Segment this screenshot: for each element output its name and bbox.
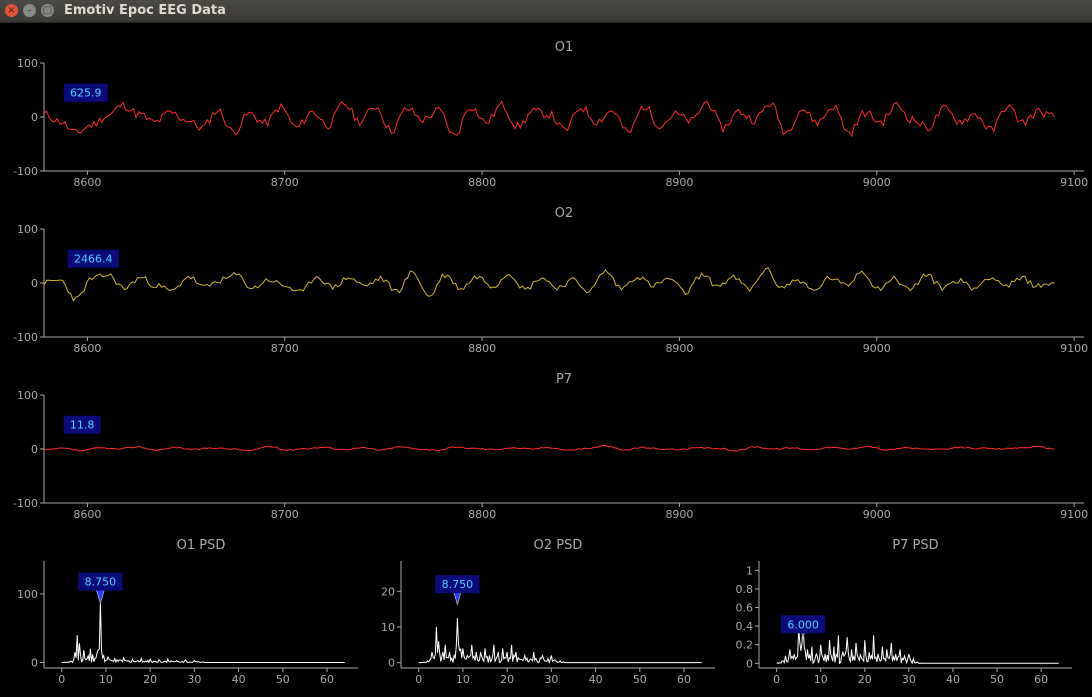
plot-title-p7: P7: [556, 372, 572, 387]
value-label: 625.9: [70, 87, 102, 100]
y-tick-label: 0: [31, 443, 38, 456]
value-label: 2466.4: [74, 253, 113, 266]
y-tick-label: 0: [746, 657, 753, 670]
y-tick-label: 0: [31, 657, 38, 670]
y-tick-label: 0: [31, 277, 38, 290]
window-title: Emotiv Epoc EEG Data: [64, 3, 226, 18]
x-tick-label: 10: [456, 673, 470, 686]
y-tick-label: 100: [17, 588, 38, 601]
x-tick-label: 8800: [468, 508, 496, 521]
x-tick-label: 30: [544, 673, 558, 686]
value-label-box: [78, 572, 123, 591]
y-tick-label: 0.8: [736, 583, 754, 596]
y-tick-label: 20: [381, 585, 395, 598]
y-tick-label: 0.2: [736, 639, 754, 652]
value-label: 8.750: [85, 576, 117, 589]
window-titlebar: × – □ Emotiv Epoc EEG Data: [0, 0, 1092, 23]
x-tick-label: 9100: [1060, 342, 1088, 355]
y-tick-label: 100: [17, 223, 38, 236]
x-tick-label: 50: [633, 673, 647, 686]
series-line-o2-psd: [418, 618, 702, 664]
x-tick-label: 8700: [271, 176, 299, 189]
value-label-box: [63, 83, 108, 102]
plot-o2: O2 8600 8700 8800 8900 9000 9100 100 0 -100 2466.4: [13, 206, 1088, 355]
plot-title-p7-psd: P7 PSD: [892, 538, 938, 553]
x-tick-label: 9100: [1060, 508, 1088, 521]
x-tick-label: 10: [99, 673, 113, 686]
y-tick-label: -100: [13, 497, 38, 510]
value-label: 6.000: [787, 618, 819, 631]
x-tick-label: 9000: [863, 176, 891, 189]
y-tick-label: 0: [31, 111, 38, 124]
x-tick-label: 50: [990, 673, 1004, 686]
window-close-button[interactable]: ×: [5, 4, 18, 17]
x-tick-label: 8600: [73, 342, 101, 355]
y-tick-label: 1: [746, 564, 753, 577]
x-tick-label: 8700: [271, 508, 299, 521]
x-tick-label: 8900: [665, 342, 693, 355]
plot-o2-psd: O2 PSD 0 10 20 30 40 50 60 20 10 0 8.750: [381, 538, 715, 686]
x-tick-label: 60: [320, 673, 334, 686]
value-label-box: [435, 575, 480, 594]
series-line-o2: [43, 267, 1055, 302]
y-tick-label: 10: [381, 621, 395, 634]
x-tick-label: 40: [232, 673, 246, 686]
x-tick-label: 60: [677, 673, 691, 686]
x-tick-label: 8900: [665, 508, 693, 521]
plot-title-o1-psd: O1 PSD: [177, 538, 226, 553]
plot-title-o1: O1: [555, 40, 574, 55]
value-label-box: [67, 249, 119, 268]
x-tick-label: 30: [187, 673, 201, 686]
x-tick-label: 8900: [665, 176, 693, 189]
plot-title-o2-psd: O2 PSD: [534, 538, 583, 553]
plot-p7: P7 8600 8700 8800 8900 9000 9100 100 0 -100 11.8: [13, 372, 1088, 521]
x-tick-label: 20: [858, 673, 872, 686]
value-label: 8.750: [442, 578, 474, 591]
y-tick-label: 100: [17, 389, 38, 402]
x-tick-label: 8700: [271, 342, 299, 355]
plot-title-o2: O2: [555, 206, 574, 221]
x-tick-label: 9000: [863, 342, 891, 355]
x-tick-label: 10: [814, 673, 828, 686]
x-tick-label: 0: [415, 673, 422, 686]
x-tick-label: 8800: [468, 342, 496, 355]
window-maximize-button[interactable]: □: [41, 4, 54, 17]
series-line-p7: [44, 444, 1055, 452]
x-tick-label: 60: [1034, 673, 1048, 686]
value-label-box: [781, 615, 826, 634]
series-line-p7-psd: [776, 624, 1059, 665]
y-tick-label: 100: [17, 57, 38, 70]
series-line-o1: [43, 100, 1055, 138]
y-tick-label: -100: [13, 331, 38, 344]
value-label: 11.8: [70, 419, 95, 432]
x-tick-label: 20: [143, 673, 157, 686]
plot-o1-psd: O1 PSD 0 10 20 30 40 50 60 100 0 8.750: [17, 538, 358, 686]
y-tick-label: 0: [388, 657, 395, 670]
y-tick-label: 0.4: [736, 620, 754, 633]
x-tick-label: 9000: [863, 508, 891, 521]
x-tick-label: 8600: [73, 508, 101, 521]
plot-p7-psd: P7 PSD 0 10 20 30 40 50 60 1 0.8 0.6 0.4 0.2 0 6.000: [736, 538, 1072, 686]
x-tick-label: 40: [946, 673, 960, 686]
series-line-o1-psd: [61, 602, 345, 664]
x-tick-label: 8800: [468, 176, 496, 189]
x-tick-label: 8600: [73, 176, 101, 189]
x-tick-label: 50: [276, 673, 290, 686]
x-tick-label: 0: [58, 673, 65, 686]
x-tick-label: 40: [589, 673, 603, 686]
x-tick-label: 20: [500, 673, 514, 686]
value-label-box: [63, 415, 101, 434]
window-minimize-button[interactable]: –: [23, 4, 36, 17]
y-tick-label: -100: [13, 165, 38, 178]
x-tick-label: 0: [773, 673, 780, 686]
y-tick-label: 0.6: [736, 602, 754, 615]
x-tick-label: 30: [902, 673, 916, 686]
plot-o1: O1 8600 8700 8800 8900 9000 9100 100 0 -100 625.9: [13, 40, 1088, 189]
x-tick-label: 9100: [1060, 176, 1088, 189]
